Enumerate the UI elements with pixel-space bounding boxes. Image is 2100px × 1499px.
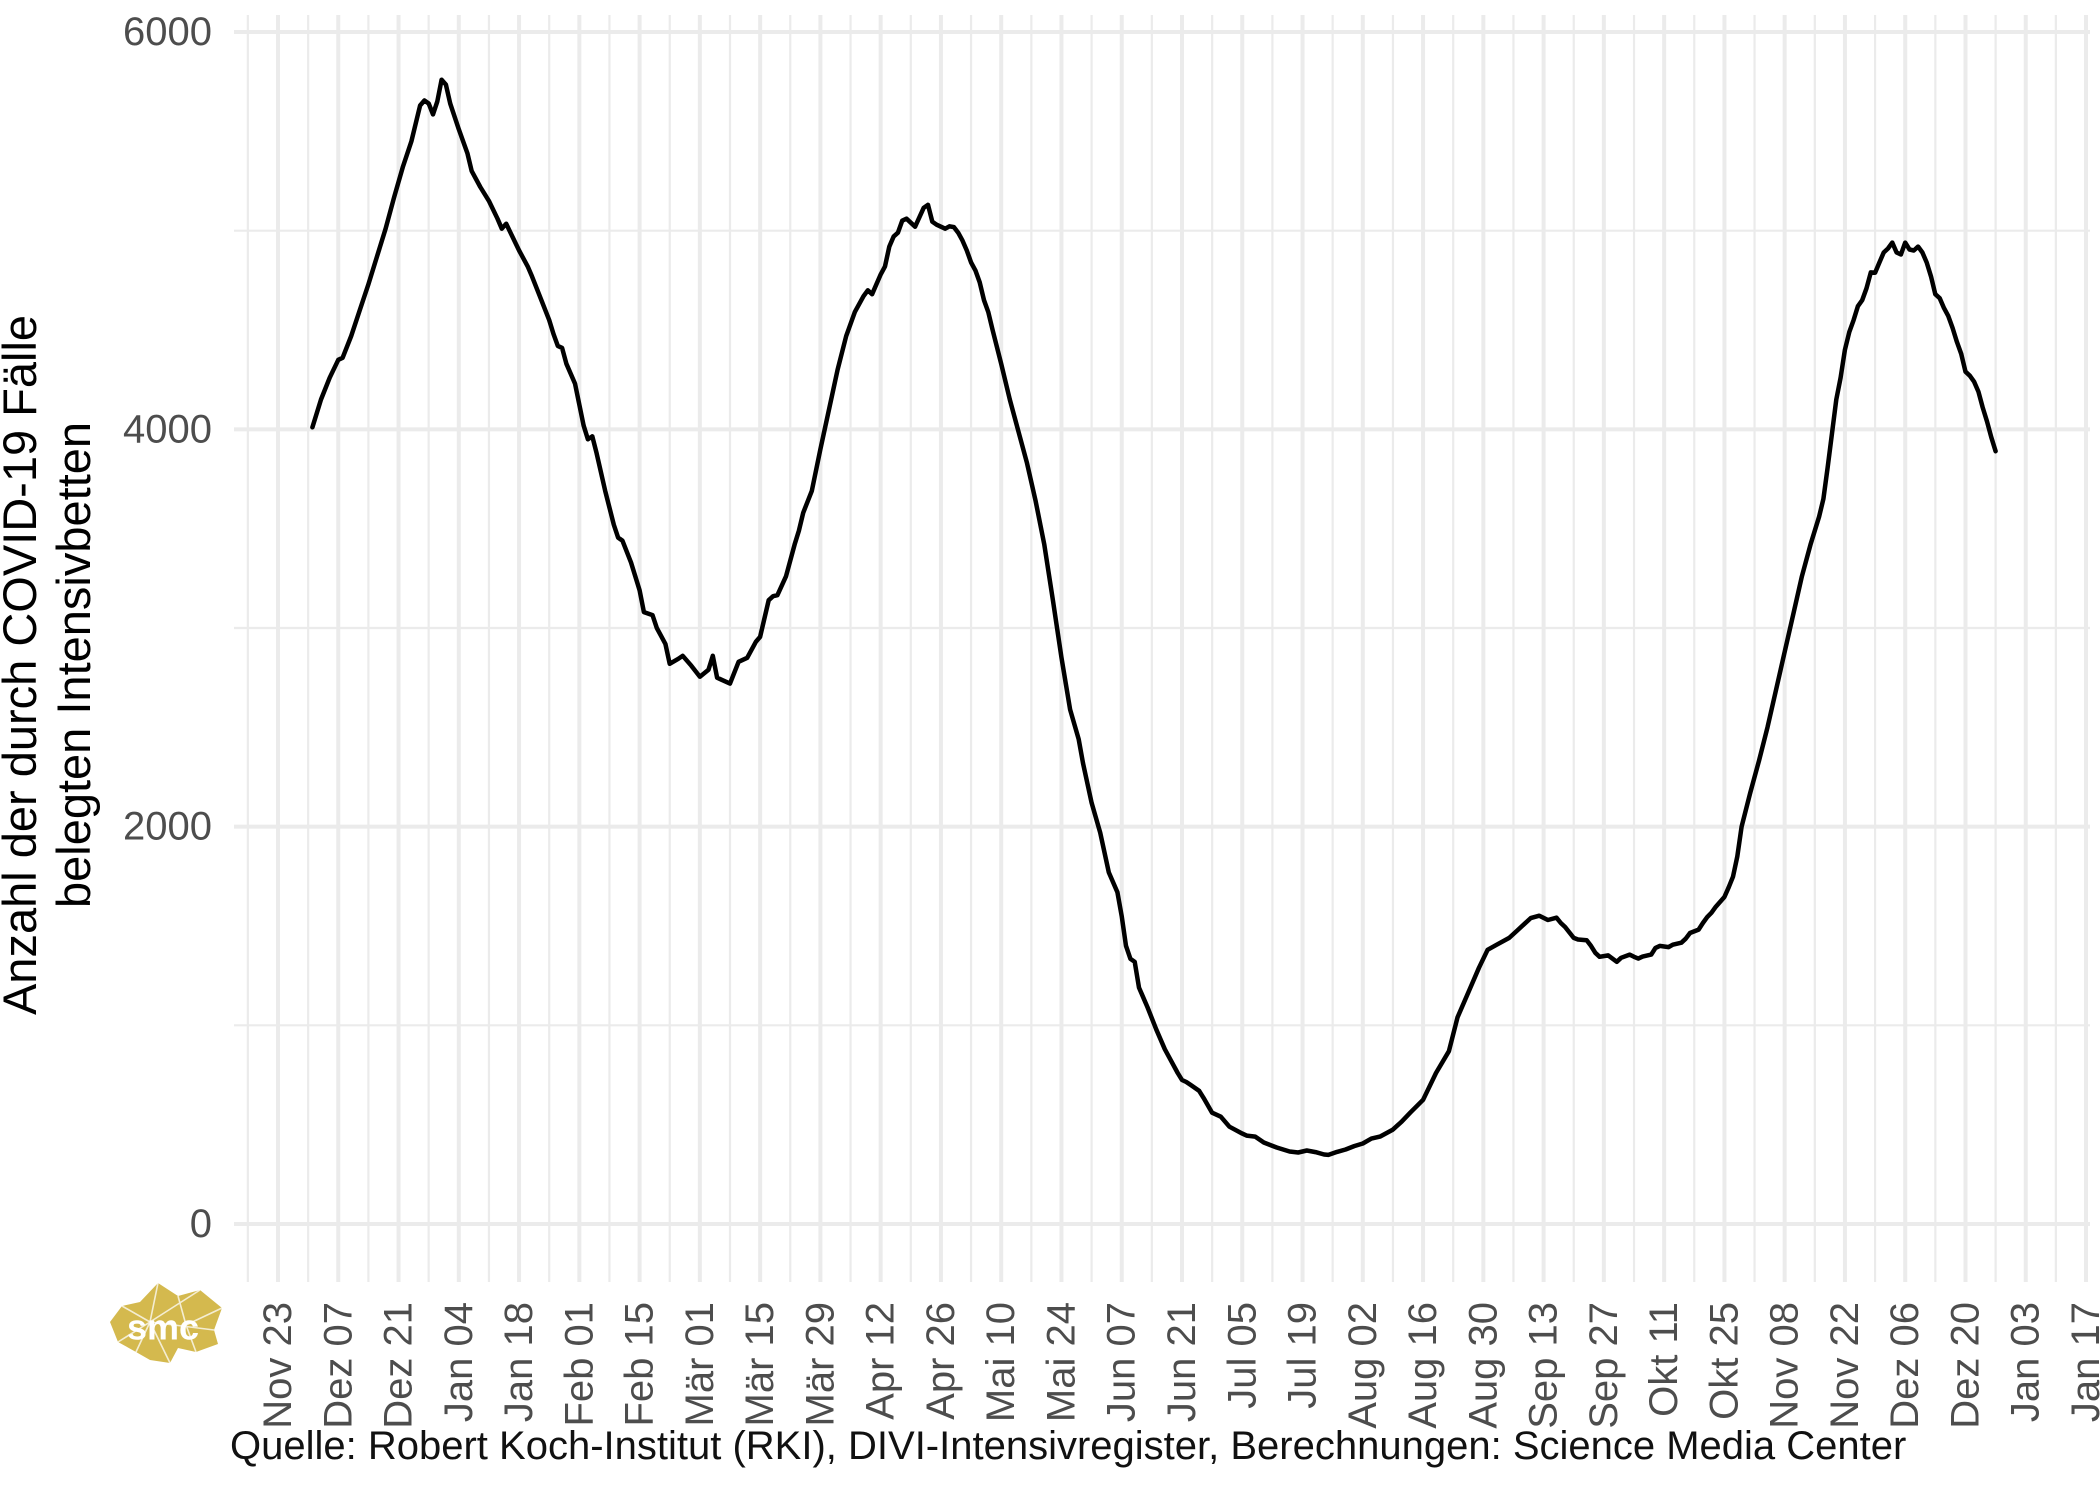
icu-beds-line — [310, 77, 1998, 1158]
gridlines-minor — [234, 15, 2090, 1282]
x-tick-label: Nov 22 — [1823, 1302, 1867, 1429]
x-tick-label: Jun 21 — [1160, 1302, 1204, 1422]
x-tick-label: Dez 07 — [316, 1302, 360, 1429]
x-tick-label: Dez 21 — [377, 1302, 421, 1429]
x-tick-label: Okt 25 — [1702, 1302, 1746, 1420]
x-tick-label: Aug 16 — [1401, 1302, 1445, 1429]
y-tick-label: 0 — [190, 1202, 212, 1246]
y-axis-title-line1: Anzahl der durch COVID-19 Fälle — [0, 315, 46, 1015]
x-tick-label: Jan 18 — [497, 1302, 541, 1422]
smc-logo-blob — [110, 1283, 222, 1363]
x-tick-label: Mär 15 — [738, 1302, 782, 1427]
x-tick-label: Jun 07 — [1100, 1302, 1144, 1422]
y-tick-label: 4000 — [123, 407, 212, 451]
x-tick-label: Apr 26 — [919, 1302, 963, 1420]
x-tick-label: Jan 04 — [437, 1302, 481, 1422]
y-axis-title-line2: belegten Intensivbetten — [47, 422, 100, 908]
smc-logo-facets — [117, 1282, 223, 1364]
y-axis-title: Anzahl der durch COVID-19 Fälle belegten… — [0, 315, 100, 1015]
x-tick-label: Apr 12 — [859, 1302, 903, 1420]
x-tick-label: Mär 29 — [798, 1302, 842, 1427]
x-tick-label: Nov 08 — [1763, 1302, 1807, 1429]
x-tick-label: Mai 24 — [1040, 1302, 1084, 1422]
source-caption: Quelle: Robert Koch-Institut (RKI), DIVI… — [230, 1424, 1906, 1468]
x-tick-label: Dez 06 — [1883, 1302, 1927, 1429]
x-tick-label: Mai 10 — [979, 1302, 1023, 1422]
x-tick-label: Aug 30 — [1461, 1302, 1505, 1429]
y-axis-tick-labels: 0 2000 4000 6000 — [123, 10, 212, 1246]
data-series-group — [310, 77, 1998, 1158]
smc-logo-text: smc — [127, 1307, 199, 1348]
x-tick-label: Feb 15 — [618, 1302, 662, 1427]
y-tick-label: 2000 — [123, 805, 212, 849]
x-axis-tick-labels: Nov 23 Dez 07 Dez 21 Jan 04 Jan 18 Feb 01 Feb … — [256, 1302, 2100, 1429]
x-tick-label: Jan 03 — [2004, 1302, 2048, 1422]
x-tick-label: Mär 01 — [678, 1302, 722, 1427]
x-tick-label: Jul 19 — [1281, 1302, 1325, 1409]
x-tick-label: Sep 27 — [1582, 1302, 1626, 1429]
gridlines-major — [234, 15, 2090, 1282]
x-tick-label: Aug 02 — [1341, 1302, 1385, 1429]
x-tick-label: Nov 23 — [256, 1302, 300, 1429]
x-tick-label: Jan 17 — [2064, 1302, 2100, 1422]
x-tick-label: Sep 13 — [1522, 1302, 1566, 1429]
x-tick-label: Jul 05 — [1220, 1302, 1264, 1409]
x-tick-label: Okt 11 — [1642, 1302, 1686, 1417]
x-tick-label: Feb 01 — [557, 1302, 601, 1427]
y-tick-label: 6000 — [123, 10, 212, 54]
x-tick-label: Dez 20 — [1944, 1302, 1988, 1429]
smc-logo: smc — [110, 1282, 223, 1364]
